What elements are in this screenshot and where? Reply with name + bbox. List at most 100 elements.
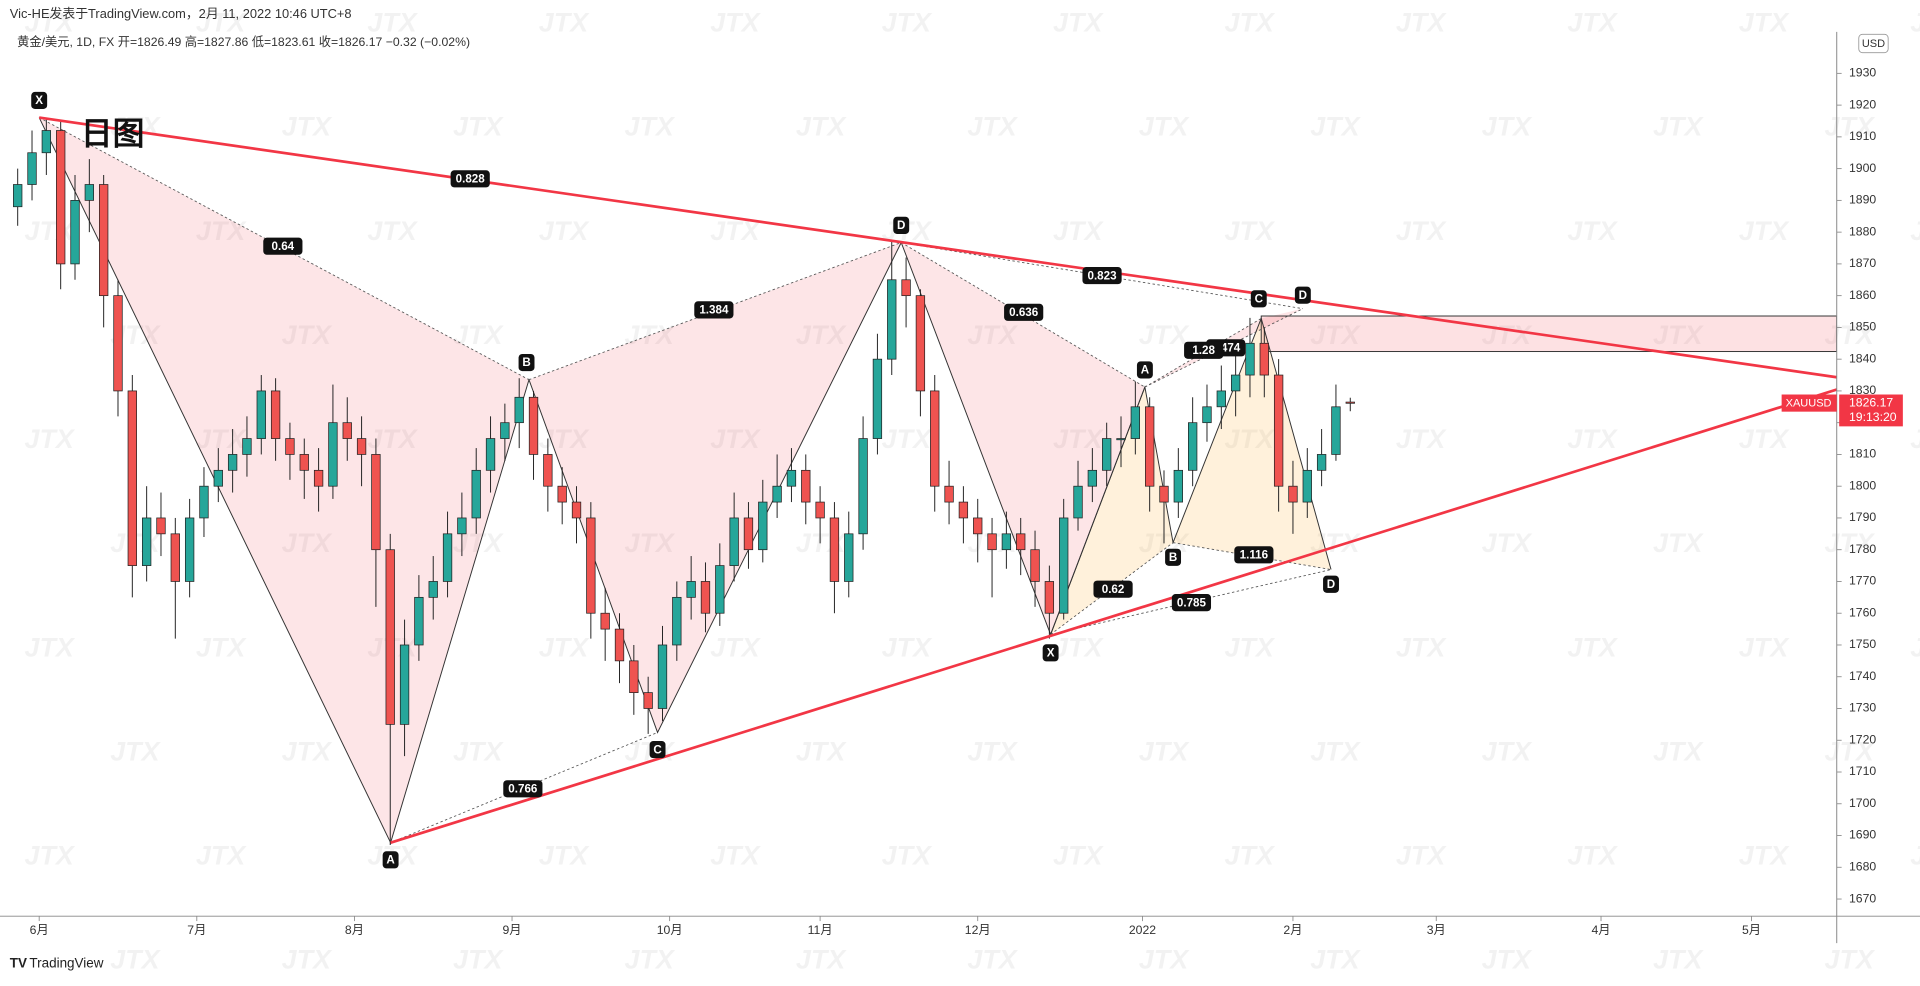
watermark: JTX [796,112,847,142]
watermark: JTX [882,840,933,870]
watermark: JTX [367,8,418,38]
candle-body [1001,533,1012,551]
candle-body [915,295,926,392]
candle-body [1331,406,1341,455]
annotation-label: 0.828 [456,173,486,186]
candle-body [543,454,553,487]
candle-body [815,501,825,519]
watermark: JTX [196,632,247,662]
y-tick-label: 1710 [1849,764,1876,778]
watermark: JTX [367,216,418,246]
watermark: JTX [1567,632,1618,662]
candle-body [328,422,338,487]
candle-body [930,390,940,487]
watermark: JTX [1053,216,1104,246]
symbol-info: 黄金/美元, 1D, FX 开=1826.49 高=1827.86 低=1823… [17,34,470,49]
watermark: JTX [1053,840,1104,870]
watermark: JTX [1824,112,1875,142]
candle-body [987,533,997,551]
x-tick-label: 7月 [187,923,206,937]
candle-body [184,517,195,582]
x-tick-label: 4月 [1592,923,1611,937]
annotation-label: 0.62 [1102,583,1125,596]
annotation-label: C [653,743,662,756]
candle-body [801,469,811,503]
candle-body [113,295,123,392]
brand-logo: TV [10,956,27,971]
watermark: JTX [24,8,75,38]
candle-body [1102,438,1112,471]
candle-body [299,454,309,471]
candle-body [1173,469,1183,503]
watermark: JTX [1824,528,1875,558]
annotation-label: 0.785 [1177,596,1207,609]
watermark: JTX [882,632,933,662]
annotation-box [1323,575,1339,593]
candle-body [772,485,782,503]
y-tick-label: 1840 [1849,351,1876,365]
watermark: JTX [796,528,847,558]
watermark: JTX [1567,8,1618,38]
watermark: JTX [710,424,761,454]
annotation-label: A [1141,364,1150,377]
watermark: JTX [796,320,847,350]
candle-body [887,279,897,360]
x-tick-label: 9月 [503,923,522,937]
watermark: JTX [1653,320,1704,350]
watermark: JTX [453,945,504,975]
annotation-box [1042,644,1059,662]
pattern-fill [1173,318,1332,570]
y-tick-label: 1920 [1849,97,1876,111]
candle-body [629,660,639,693]
y-tick-label: 1870 [1849,256,1876,270]
watermark: JTX [24,632,75,662]
candle-body [1087,469,1098,487]
y-tick-label: 1690 [1849,828,1876,842]
annotation-label: 1.28 [1192,344,1215,357]
publisher: Vic-HE发表于TradingView.com，2月 11, 2022 10:… [10,6,352,21]
candle-body [13,184,23,208]
y-tick-label: 1880 [1849,224,1876,238]
currency-box [1858,33,1889,54]
watermark: JTX [1139,112,1190,142]
candle-body [41,130,52,154]
watermark: JTX [624,945,675,975]
candle-body [199,485,209,519]
annotation-box [649,741,666,759]
annotation-label: 1.116 [1240,549,1269,562]
candle-body [442,533,453,582]
brand: TradingView [29,956,103,971]
candle-body [1116,438,1126,441]
candle-body [1345,401,1355,404]
annotation-label: D [1299,289,1307,302]
watermark: JTX [24,424,75,454]
x-tick-label: 8月 [345,923,364,937]
watermark: JTX [1224,8,1275,38]
candle-body [1288,485,1298,503]
watermark: JTX [967,736,1018,766]
candle-body [84,184,94,201]
watermark: JTX [1910,632,1920,662]
watermark: JTX [453,112,504,142]
watermark: JTX [1053,632,1104,662]
annotation-label: X [1047,647,1055,660]
pattern-fill [901,242,1145,635]
candle-body [600,612,610,630]
candle-body [428,581,438,598]
candle-body [758,501,768,551]
annotation-label: 0.766 [508,782,538,795]
candle-body [1044,581,1055,614]
watermark: JTX [624,112,675,142]
watermark: JTX [282,112,333,142]
annotation-box [1184,341,1224,359]
y-tick-label: 1670 [1849,891,1876,905]
plot-area: X A B C D X A B C D D 0.828 0.64 1.384 0.766 0.636 0.823… [13,91,1837,869]
annotations: X A B C D X A B C D D 0.828 0.64 1.384 0.766 0.636 0.823… [31,91,1339,869]
candle-body [528,396,539,455]
watermark: JTX [1482,320,1533,350]
candle-body [586,517,596,614]
watermark: JTX [1224,424,1275,454]
watermark: JTX [539,840,590,870]
watermark: JTX [453,736,504,766]
